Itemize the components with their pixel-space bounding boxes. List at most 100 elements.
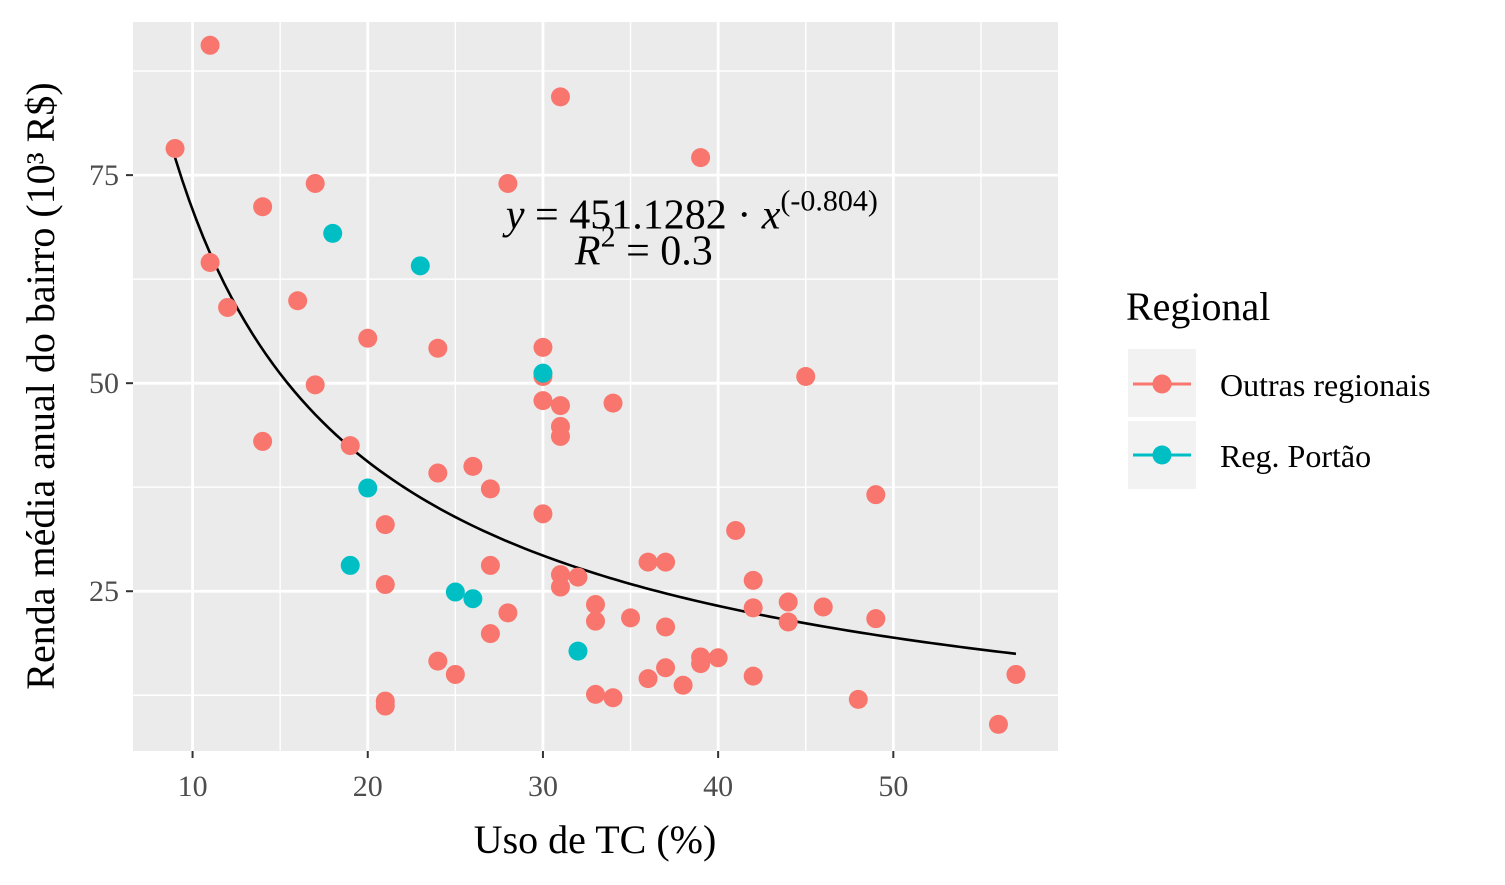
point-outras-regionais (743, 666, 763, 686)
point-outras-regionais (586, 611, 605, 631)
x-tick-label: 40 (703, 770, 733, 803)
point-reg-port-o (323, 223, 343, 243)
point-outras-regionais (340, 436, 360, 456)
point-outras-regionais (866, 609, 886, 629)
legend: Regional Outras regionais Reg. Portão (1126, 284, 1431, 489)
point-outras-regionais (358, 328, 378, 348)
point-outras-regionais (778, 612, 798, 632)
point-outras-regionais (550, 577, 570, 597)
legend-label-reg-portao: Reg. Portão (1220, 438, 1371, 474)
point-outras-regionais (498, 603, 518, 623)
point-reg-port-o (340, 555, 360, 575)
fit-r-squared: R2 = 0.3 (574, 221, 713, 275)
y-axis-title: Renda média anual do bairro (10³ R$) (18, 82, 63, 689)
point-reg-port-o (358, 478, 378, 498)
legend-item-reg-portao: Reg. Portão (1128, 421, 1371, 489)
point-outras-regionais (691, 654, 711, 674)
point-outras-regionais (305, 375, 325, 395)
x-tick-label: 50 (878, 770, 908, 803)
point-outras-regionais (603, 393, 623, 413)
x-tick-label: 10 (178, 770, 208, 803)
fit-curve-layer (173, 157, 1017, 656)
point-outras-regionais (726, 520, 746, 540)
point-outras-regionais (656, 658, 676, 678)
point-outras-regionais (498, 173, 518, 193)
point-outras-regionais (550, 87, 570, 107)
x-axis: 10 20 30 40 50 (178, 751, 908, 803)
point-outras-regionais (568, 567, 588, 587)
point-outras-regionais (586, 595, 605, 615)
fit-annotation: y = 451.1282 · x(-0.804) R2 = 0.3 (502, 185, 878, 275)
point-outras-regionais (638, 552, 658, 572)
point-outras-regionais (200, 35, 220, 55)
point-outras-regionais (305, 173, 325, 193)
eq-coef: = 451.1282 · (525, 193, 762, 239)
data-points (165, 35, 1026, 734)
point-outras-regionais (638, 669, 658, 689)
legend-label-outras-regionais: Outras regionais (1220, 367, 1431, 403)
point-outras-regionais (428, 463, 448, 483)
legend-key-point-outras (1152, 374, 1172, 394)
eq-x-var: x (761, 193, 781, 239)
point-outras-regionais (375, 515, 395, 535)
point-reg-port-o (410, 256, 430, 276)
point-outras-regionais (656, 617, 676, 637)
point-outras-regionais (796, 367, 816, 387)
x-tick-label: 30 (528, 770, 558, 803)
point-outras-regionais (1006, 664, 1026, 684)
y-tick-label: 25 (89, 575, 119, 608)
point-outras-regionais (603, 688, 623, 708)
legend-key-point-portao (1152, 445, 1172, 465)
r2-value: = 0.3 (616, 229, 713, 275)
point-outras-regionais (480, 479, 500, 499)
y-axis: 25 50 75 (89, 159, 133, 608)
x-tick-label: 20 (353, 770, 383, 803)
point-outras-regionais (253, 197, 273, 217)
eq-exponent: (-0.804) (780, 185, 877, 218)
point-outras-regionais (743, 570, 763, 590)
point-outras-regionais (708, 648, 728, 668)
y-tick-label: 50 (89, 367, 119, 400)
point-reg-port-o (568, 641, 588, 661)
r2-var: R (574, 229, 601, 275)
fit-curve (173, 157, 1017, 656)
point-outras-regionais (463, 456, 483, 476)
point-outras-regionais (428, 651, 448, 671)
r2-exponent: 2 (601, 221, 616, 254)
point-outras-regionais (445, 664, 465, 684)
point-outras-regionais (375, 696, 395, 716)
point-outras-regionais (988, 714, 1008, 734)
point-outras-regionais (288, 291, 308, 311)
point-outras-regionais (550, 426, 570, 446)
point-outras-regionais (673, 675, 693, 695)
fit-equation: y = 451.1282 · x(-0.804) (502, 185, 878, 239)
point-outras-regionais (621, 608, 641, 628)
point-outras-regionais (480, 555, 500, 575)
point-outras-regionais (480, 624, 500, 644)
point-reg-port-o (533, 363, 553, 383)
eq-y-var: y (502, 193, 525, 239)
point-outras-regionais (691, 148, 711, 168)
point-outras-regionais (778, 592, 798, 612)
point-outras-regionais (253, 431, 273, 451)
point-outras-regionais (533, 391, 553, 411)
x-axis-title: Uso de TC (%) (474, 817, 717, 862)
point-outras-regionais (813, 597, 833, 617)
point-outras-regionais (165, 138, 185, 158)
y-tick-label: 75 (89, 159, 119, 192)
point-outras-regionais (218, 297, 238, 317)
point-reg-port-o (463, 589, 483, 609)
point-outras-regionais (586, 684, 605, 704)
point-outras-regionais (375, 575, 395, 595)
point-outras-regionais (428, 338, 448, 358)
point-outras-regionais (533, 337, 553, 357)
point-outras-regionais (200, 253, 220, 272)
point-outras-regionais (550, 396, 570, 416)
point-outras-regionais (866, 485, 886, 505)
point-outras-regionais (743, 598, 763, 618)
point-outras-regionais (656, 552, 676, 572)
point-outras-regionais (848, 689, 868, 709)
legend-title: Regional (1126, 284, 1270, 329)
point-reg-port-o (445, 582, 465, 602)
